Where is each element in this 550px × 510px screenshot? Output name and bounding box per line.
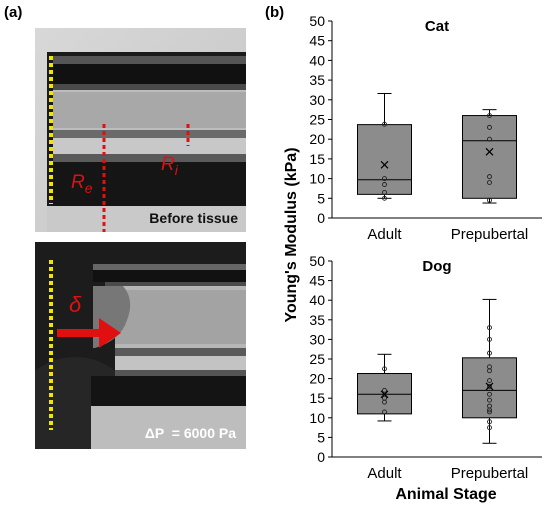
data-point: [487, 407, 492, 413]
mean-marker: [485, 382, 494, 391]
data-point: [487, 403, 492, 409]
red-arrow: [57, 318, 121, 348]
data-point: [487, 124, 492, 130]
data-point: [487, 425, 492, 431]
x-category-label: Adult: [367, 226, 402, 243]
panel-b-label: (b): [265, 4, 285, 21]
mean-marker: [380, 160, 389, 169]
box-adult: [357, 373, 412, 415]
y-tick-label: 35: [309, 312, 325, 328]
mean-marker: [485, 147, 494, 156]
micrograph-pressure: δ ΔP = 6000 Pa: [35, 242, 246, 449]
data-point: [487, 391, 492, 397]
data-point: [487, 136, 492, 142]
y-tick-label: 20: [309, 131, 325, 147]
mean-marker: [380, 390, 389, 399]
x-axis-label: Animal Stage: [395, 486, 496, 503]
y-tick-label: 5: [317, 190, 325, 206]
y-tick-label: 30: [309, 92, 325, 108]
mean-marker: [380, 160, 389, 169]
data-point: [487, 378, 492, 384]
data-point: [487, 409, 492, 415]
data-point: [382, 395, 387, 401]
micrograph-before-tissue: Re Ri Before tissue: [35, 28, 246, 232]
box-prepubertal: [462, 357, 517, 419]
data-point: [487, 364, 492, 370]
x-category-label: Prepubertal: [451, 226, 529, 243]
box-adult: [357, 124, 412, 195]
data-point: [487, 397, 492, 403]
label-re: Re: [71, 172, 93, 196]
y-axis-label: Young's Modulus (kPa): [283, 147, 300, 322]
y-tick-label: 10: [309, 410, 325, 426]
data-point: [382, 176, 387, 182]
y-tick-label: 50: [309, 253, 325, 269]
y-tick-label: 25: [309, 351, 325, 367]
chart-title: Cat: [425, 18, 449, 35]
y-tick-label: 45: [309, 273, 325, 289]
y-tick-label: 40: [309, 52, 325, 68]
data-point: [382, 387, 387, 393]
label-ri: Ri: [161, 154, 179, 178]
y-tick-label: 50: [309, 13, 325, 29]
y-tick-label: 5: [317, 429, 325, 445]
y-tick-label: 40: [309, 292, 325, 308]
data-point: [487, 336, 492, 342]
y-tick-label: 0: [317, 449, 325, 465]
y-tick-label: 35: [309, 72, 325, 88]
data-point: [487, 419, 492, 425]
data-point: [382, 195, 387, 201]
mean-marker: [485, 147, 494, 156]
y-tick-label: 10: [309, 171, 325, 187]
data-point: [382, 409, 387, 415]
data-point: [382, 399, 387, 405]
mean-marker: [380, 390, 389, 399]
data-point: [487, 368, 492, 374]
data-point: [487, 113, 492, 119]
data-point: [487, 174, 492, 180]
mean-marker: [485, 382, 494, 391]
y-tick-label: 0: [317, 210, 325, 226]
data-point: [487, 197, 492, 203]
y-tick-label: 15: [309, 390, 325, 406]
caption-pressure: ΔP = 6000 Pa: [144, 425, 236, 441]
label-delta: δ: [69, 292, 82, 317]
data-point: [487, 180, 492, 185]
data-point: [382, 182, 387, 187]
y-tick-label: 25: [309, 112, 325, 128]
data-point: [382, 189, 387, 195]
caption-before-tissue: Before tissue: [149, 210, 238, 226]
data-point: [487, 325, 492, 331]
y-tick-label: 15: [309, 151, 325, 167]
data-point: [487, 383, 492, 389]
y-tick-label: 30: [309, 331, 325, 347]
y-tick-label: 45: [309, 33, 325, 49]
data-point: [382, 366, 387, 372]
data-point: [382, 121, 387, 127]
chart-title: Dog: [422, 258, 451, 275]
box-prepubertal: [462, 115, 517, 199]
x-category-label: Prepubertal: [451, 465, 529, 482]
data-point: [487, 350, 492, 356]
panel-a-label: (a): [4, 4, 23, 21]
x-category-label: Adult: [367, 465, 402, 482]
y-tick-label: 20: [309, 371, 325, 387]
